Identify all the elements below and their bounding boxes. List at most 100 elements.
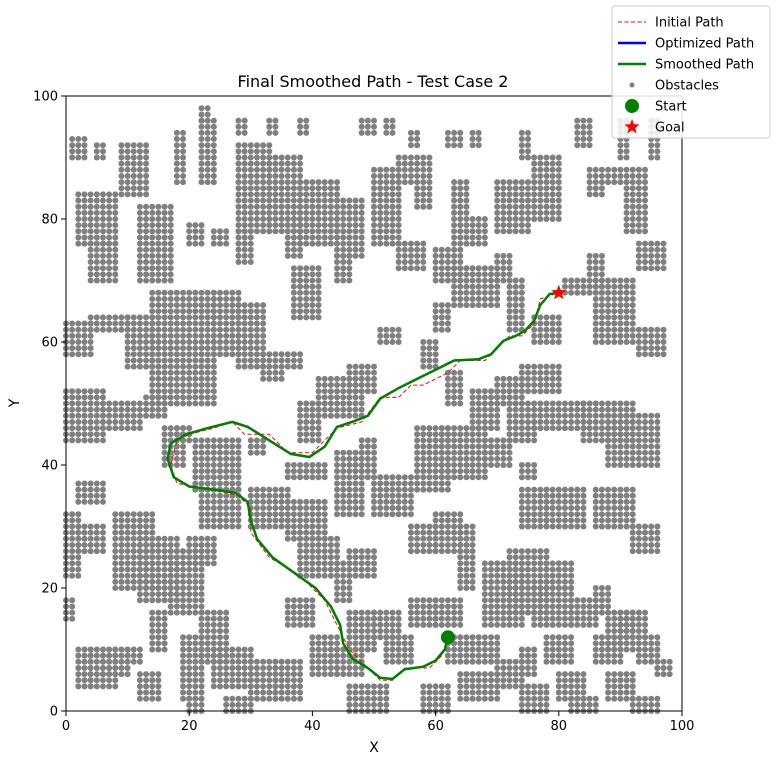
obstacle-point bbox=[444, 382, 451, 389]
obstacle-point bbox=[136, 357, 143, 364]
obstacle-point bbox=[321, 406, 328, 413]
obstacle-point bbox=[241, 234, 248, 241]
obstacle-point bbox=[512, 394, 519, 401]
obstacle-point bbox=[149, 585, 156, 591]
obstacle-point bbox=[531, 658, 538, 665]
obstacle-point bbox=[389, 621, 396, 628]
obstacle-point bbox=[629, 455, 636, 462]
obstacle-point bbox=[210, 560, 217, 567]
obstacle-point bbox=[161, 572, 168, 579]
obstacle-point bbox=[518, 572, 525, 579]
obstacle-point bbox=[623, 437, 630, 444]
obstacle-point bbox=[161, 277, 168, 284]
obstacle-point bbox=[555, 566, 562, 573]
obstacle-point bbox=[93, 400, 100, 407]
obstacle-point bbox=[235, 123, 242, 130]
obstacle-point bbox=[555, 369, 562, 376]
obstacle-point bbox=[352, 511, 359, 518]
obstacle-point bbox=[642, 185, 649, 192]
obstacle-point bbox=[525, 468, 531, 475]
obstacle-point bbox=[358, 652, 365, 659]
obstacle-point bbox=[143, 578, 150, 585]
obstacle-point bbox=[87, 265, 94, 272]
obstacle-point bbox=[327, 375, 334, 382]
obstacle-point bbox=[451, 277, 458, 284]
obstacle-point bbox=[555, 160, 562, 167]
obstacle-point bbox=[543, 412, 550, 419]
obstacle-point bbox=[340, 505, 347, 512]
obstacle-point bbox=[635, 339, 642, 345]
obstacle-point bbox=[525, 505, 531, 512]
obstacle-point bbox=[364, 363, 371, 370]
obstacle-point bbox=[149, 351, 156, 358]
obstacle-point bbox=[469, 302, 476, 309]
obstacle-point bbox=[383, 228, 390, 235]
obstacle-point bbox=[253, 179, 260, 186]
obstacle-point bbox=[303, 566, 310, 573]
obstacle-point bbox=[432, 443, 439, 450]
obstacle-point bbox=[537, 339, 544, 345]
obstacle-point bbox=[525, 375, 531, 382]
obstacle-point bbox=[297, 425, 304, 432]
obstacle-point bbox=[605, 455, 612, 462]
obstacle-point bbox=[457, 535, 464, 542]
obstacle-point bbox=[235, 234, 242, 241]
obstacle-point bbox=[340, 271, 347, 278]
obstacle-point bbox=[192, 228, 199, 235]
obstacle-point bbox=[475, 646, 482, 653]
obstacle-point bbox=[81, 400, 88, 407]
obstacle-point bbox=[580, 615, 587, 622]
obstacle-point bbox=[124, 578, 131, 585]
obstacle-point bbox=[290, 302, 297, 309]
obstacle-point bbox=[81, 406, 88, 413]
obstacle-point bbox=[149, 277, 156, 284]
obstacle-point bbox=[623, 228, 630, 235]
obstacle-point bbox=[340, 394, 347, 401]
obstacle-point bbox=[580, 129, 587, 136]
obstacle-point bbox=[266, 209, 273, 216]
obstacle-point bbox=[327, 228, 334, 235]
obstacle-point bbox=[494, 560, 501, 567]
obstacle-point bbox=[451, 209, 458, 216]
obstacle-point bbox=[167, 240, 174, 247]
obstacle-point bbox=[93, 541, 100, 548]
obstacle-point bbox=[389, 658, 396, 665]
obstacle-point bbox=[315, 646, 322, 653]
obstacle-point bbox=[346, 664, 353, 671]
obstacle-point bbox=[99, 326, 106, 333]
obstacle-point bbox=[549, 382, 556, 389]
obstacle-point bbox=[180, 314, 187, 321]
obstacle-point bbox=[161, 314, 168, 321]
obstacle-point bbox=[531, 517, 538, 524]
obstacle-point bbox=[340, 480, 347, 487]
obstacle-point bbox=[555, 412, 562, 419]
obstacle-point bbox=[506, 548, 513, 555]
obstacle-point bbox=[284, 172, 291, 179]
obstacle-point bbox=[383, 166, 390, 173]
obstacle-point bbox=[155, 363, 162, 370]
obstacle-point bbox=[118, 572, 125, 579]
obstacle-point bbox=[469, 271, 476, 278]
obstacle-point bbox=[494, 591, 501, 598]
obstacle-point bbox=[543, 197, 550, 204]
obstacle-point bbox=[198, 154, 205, 161]
obstacle-point bbox=[352, 197, 359, 204]
obstacle-point bbox=[586, 283, 593, 290]
obstacle-point bbox=[414, 203, 421, 210]
obstacle-point bbox=[642, 412, 649, 419]
obstacle-point bbox=[605, 505, 612, 512]
obstacle-point bbox=[451, 369, 458, 376]
obstacle-point bbox=[660, 259, 667, 266]
obstacle-point bbox=[389, 203, 396, 210]
obstacle-point bbox=[136, 160, 143, 167]
obstacle-point bbox=[149, 363, 156, 370]
obstacle-point bbox=[180, 695, 187, 702]
obstacle-point bbox=[210, 154, 217, 161]
obstacle-point bbox=[253, 222, 260, 229]
obstacle-point bbox=[605, 302, 612, 309]
obstacle-point bbox=[272, 511, 279, 518]
obstacle-point bbox=[635, 203, 642, 210]
obstacle-point bbox=[136, 277, 143, 284]
obstacle-point bbox=[481, 695, 488, 702]
obstacle-point bbox=[136, 351, 143, 358]
